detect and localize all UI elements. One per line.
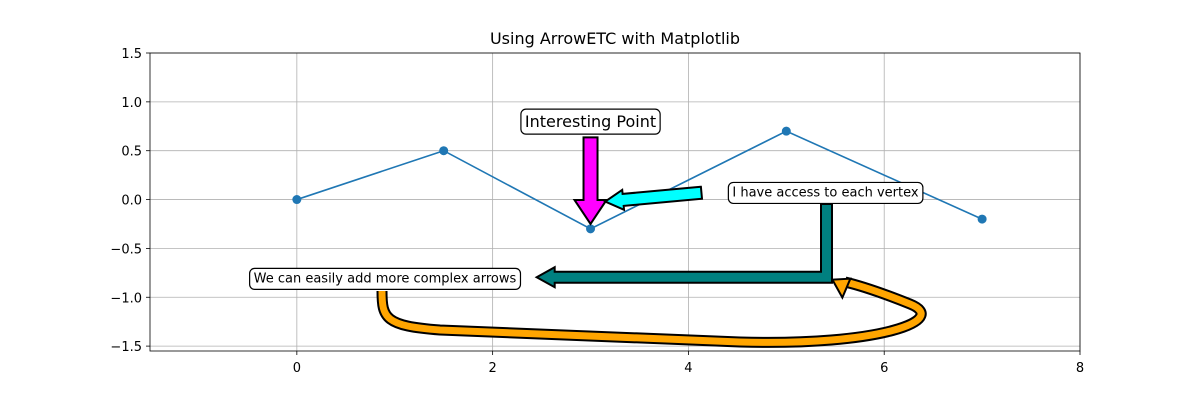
arrows-group — [376, 136, 927, 348]
annotation-text: We can easily add more complex arrows — [254, 271, 517, 286]
data-point — [977, 214, 987, 224]
annotation-text: I have access to each vertex — [732, 185, 919, 200]
y-tick-label: 1.5 — [121, 47, 142, 62]
magenta-arrow — [572, 136, 609, 226]
annotations-group: Interesting Point I have access to each v… — [249, 108, 924, 291]
annotation-2: I have access to each vertex — [727, 181, 924, 205]
y-tick-label: −0.5 — [110, 242, 142, 257]
y-tick-label: −1.5 — [110, 340, 142, 355]
data-point — [439, 146, 449, 156]
annotation-box — [520, 108, 661, 135]
cyan-arrow — [603, 185, 704, 212]
orange-arrow-head — [830, 277, 852, 300]
data-point — [586, 224, 596, 234]
x-tick-label: 2 — [488, 361, 496, 376]
teal-arrow — [534, 203, 833, 289]
chart-title: Using ArrowETC with Matplotlib — [490, 29, 740, 48]
x-tick-label: 8 — [1076, 361, 1084, 376]
x-tick-label: 6 — [880, 361, 888, 376]
axes: 0 2 4 6 8 −1.5 −1.0 −0.5 0.0 0.5 1.0 1.5 — [110, 47, 1084, 376]
x-tick-label: 0 — [293, 361, 301, 376]
x-tick-label: 4 — [684, 361, 692, 376]
y-tick-label: 0.5 — [121, 145, 142, 160]
annotation-3: We can easily add more complex arrows — [249, 267, 522, 291]
data-point — [781, 126, 791, 136]
annotation-box — [249, 267, 522, 291]
orange-arrow-body — [378, 278, 925, 346]
annotation-1: Interesting Point — [520, 108, 661, 135]
series-group — [292, 126, 987, 234]
y-tick-label: −1.0 — [110, 291, 142, 306]
grid — [150, 52, 1081, 351]
data-point — [292, 195, 302, 205]
plot-frame — [149, 52, 1081, 352]
annotation-text: Interesting Point — [525, 112, 656, 131]
y-tick-label: 0.0 — [121, 194, 142, 209]
y-tick-label: 1.0 — [121, 96, 142, 111]
annotation-box — [727, 181, 924, 205]
